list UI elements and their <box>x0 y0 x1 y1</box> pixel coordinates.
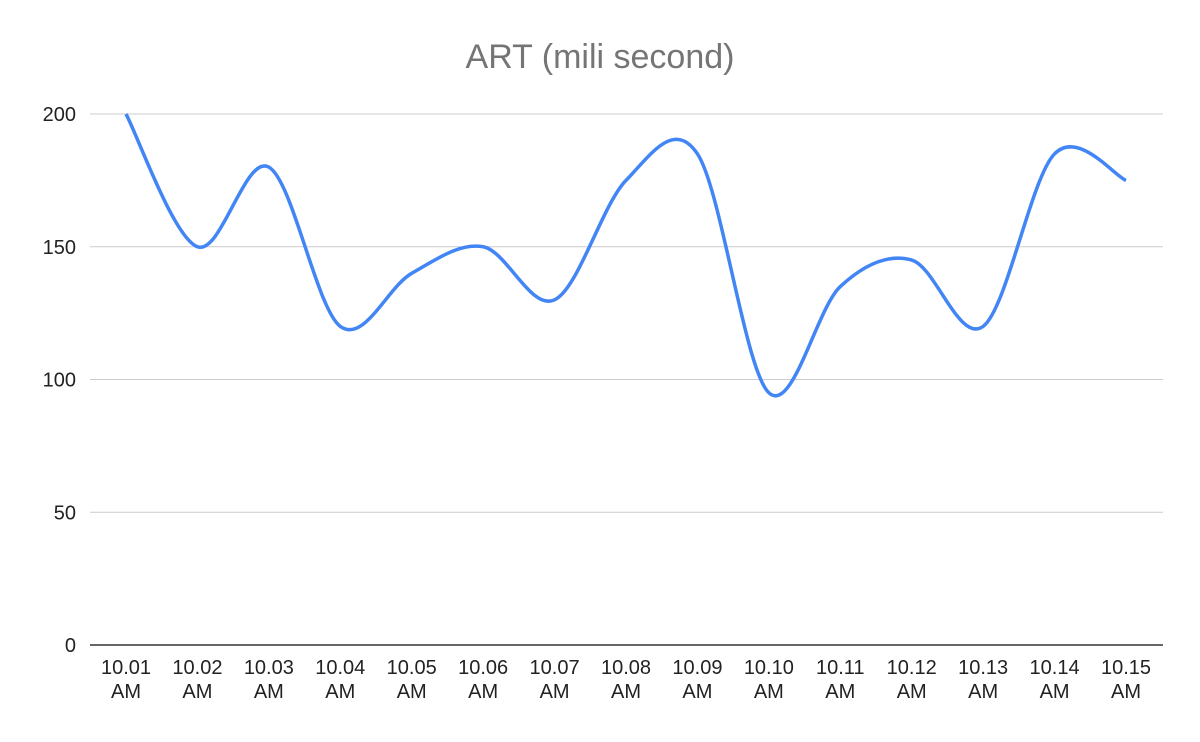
x-tick-label: 10.10 AM <box>744 657 794 703</box>
x-tick-label: 10.02 AM <box>172 657 222 703</box>
x-tick-label: 10.03 AM <box>244 657 294 703</box>
y-tick-label: 200 <box>43 104 76 126</box>
x-tick-label: 10.09 AM <box>672 657 722 703</box>
series-line <box>124 113 1127 398</box>
y-tick-label: 50 <box>54 502 76 524</box>
chart-title: ART (mili second) <box>466 38 735 76</box>
x-tick-label: 10.01 AM <box>101 657 151 703</box>
x-tick-label: 10.12 AM <box>887 657 937 703</box>
x-tick-label: 10.08 AM <box>601 657 651 703</box>
x-tick-label: 10.11 AM <box>816 657 865 703</box>
x-tick-label: 10.13 AM <box>958 657 1008 703</box>
y-tick-label: 100 <box>43 370 76 392</box>
x-tick-label: 10.05 AM <box>387 657 437 703</box>
y-tick-label: 0 <box>65 635 76 657</box>
x-tick-label: 10.15 AM <box>1101 657 1151 703</box>
x-tick-label: 10.07 AM <box>530 657 580 703</box>
x-tick-label: 10.04 AM <box>315 657 365 703</box>
x-tick-label: 10.14 AM <box>1030 657 1080 703</box>
x-tick-label: 10.06 AM <box>458 657 508 703</box>
y-tick-label: 150 <box>43 237 76 259</box>
